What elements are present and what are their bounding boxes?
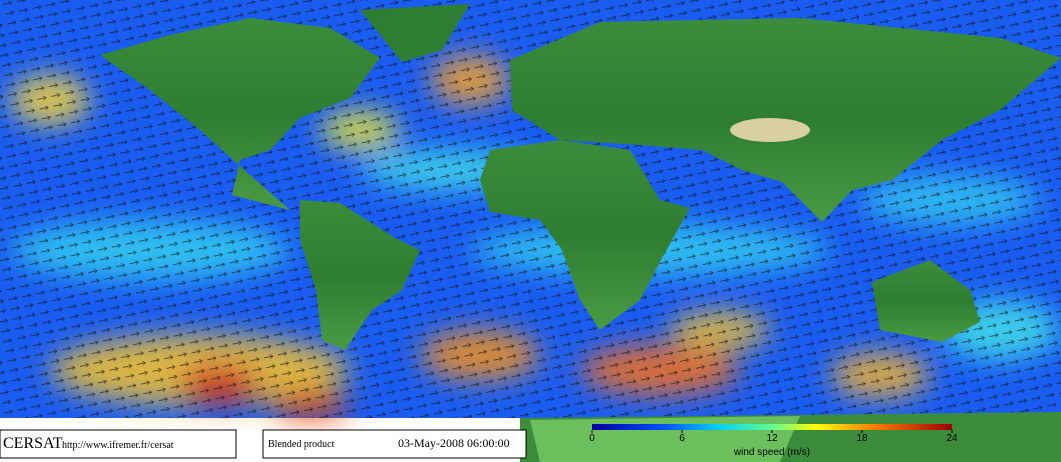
- footer-box: [262, 429, 527, 459]
- colorbar-tick-label: 18: [856, 433, 868, 444]
- product: Blended product: [268, 439, 335, 450]
- colorbar-tick-label: 0: [589, 433, 595, 444]
- url: http://www.ifremer.fr/cersat: [62, 440, 174, 451]
- colorbar-gradient: [592, 424, 952, 430]
- colorbar-tick-label: 24: [946, 433, 958, 444]
- colorbar: wind speed (m/s): [592, 424, 952, 458]
- logo: CERSAT: [3, 435, 63, 452]
- datetime: 03-May-2008 06:00:00: [398, 436, 510, 450]
- footer-box: [0, 429, 237, 459]
- colorbar-tick-label: 12: [766, 433, 778, 444]
- footer: CERSAT http://www.ifremer.fr/cersat Blen…: [0, 429, 527, 459]
- colorbar-label: wind speed (m/s): [733, 447, 810, 458]
- colorbar-tick-label: 6: [679, 433, 685, 444]
